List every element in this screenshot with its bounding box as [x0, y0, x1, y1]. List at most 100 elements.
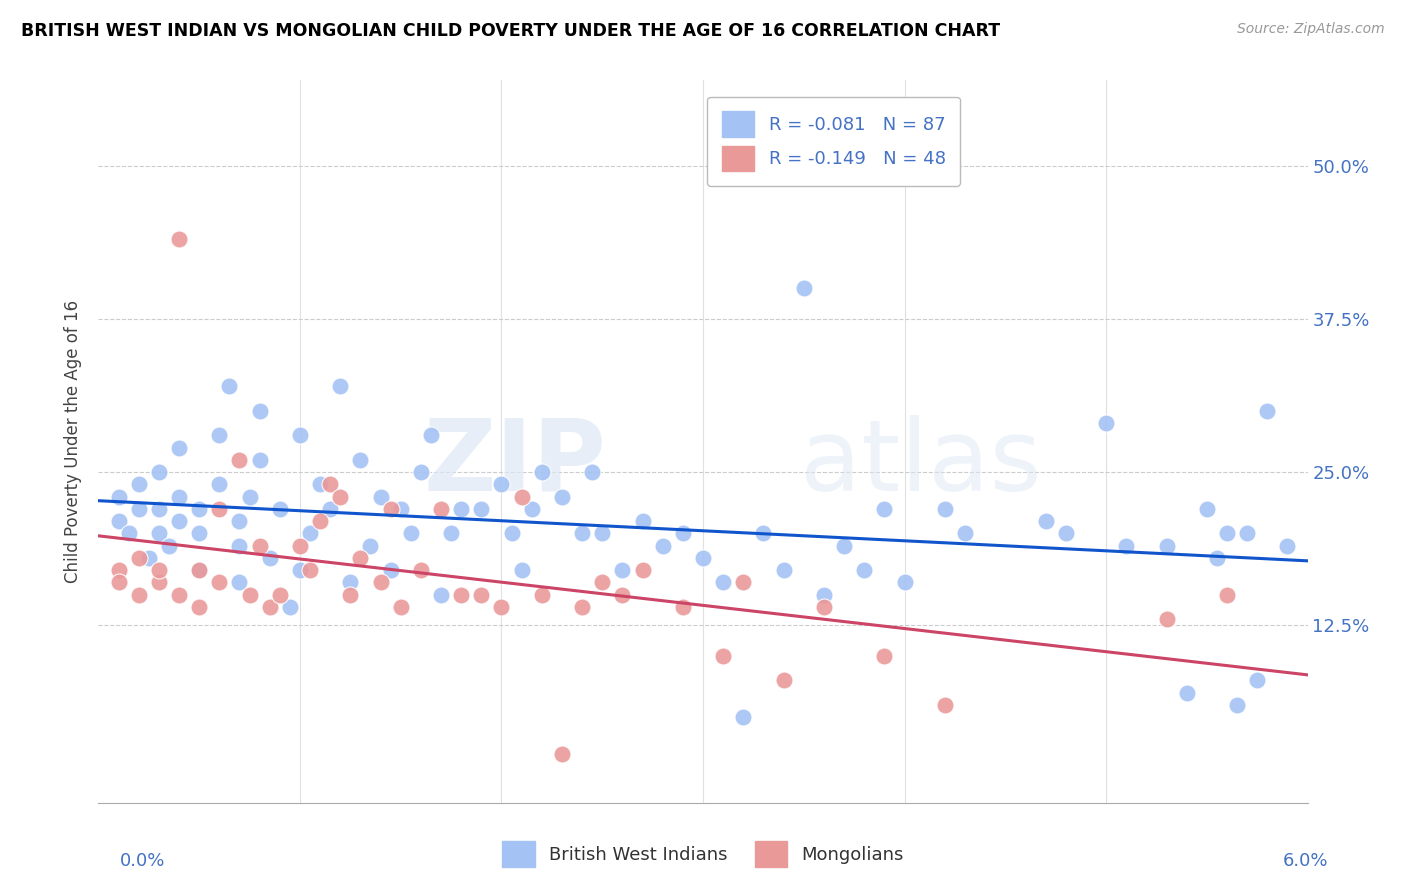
Y-axis label: Child Poverty Under the Age of 16: Child Poverty Under the Age of 16: [63, 300, 82, 583]
Point: [167, 588, 190, 602]
Point: [148, 575, 170, 590]
Point: [1246, 673, 1268, 688]
Point: [430, 502, 453, 516]
Point: [319, 502, 342, 516]
Point: [218, 379, 240, 393]
Point: [107, 514, 129, 528]
Point: [399, 526, 422, 541]
Point: [148, 526, 170, 541]
Point: [288, 563, 311, 577]
Point: [612, 563, 634, 577]
Point: [530, 465, 553, 479]
Point: [631, 514, 654, 528]
Point: [1216, 526, 1239, 541]
Point: [249, 453, 271, 467]
Point: [259, 599, 281, 614]
Point: [349, 550, 371, 565]
Point: [309, 514, 332, 528]
Point: [370, 490, 392, 504]
Point: [138, 550, 160, 565]
Point: [491, 599, 513, 614]
Point: [420, 428, 443, 442]
Text: BRITISH WEST INDIAN VS MONGOLIAN CHILD POVERTY UNDER THE AGE OF 16 CORRELATION C: BRITISH WEST INDIAN VS MONGOLIAN CHILD P…: [21, 22, 1000, 40]
Point: [118, 526, 141, 541]
Point: [278, 599, 301, 614]
Text: Source: ZipAtlas.com: Source: ZipAtlas.com: [1237, 22, 1385, 37]
Point: [389, 502, 412, 516]
Point: [772, 673, 794, 688]
Point: [510, 563, 533, 577]
Point: [128, 550, 150, 565]
Point: [953, 526, 976, 541]
Point: [772, 563, 794, 577]
Point: [530, 588, 553, 602]
Point: [813, 588, 835, 602]
Point: [208, 502, 231, 516]
Point: [228, 514, 250, 528]
Point: [128, 588, 150, 602]
Point: [239, 490, 262, 504]
Point: [551, 747, 574, 761]
Point: [934, 698, 956, 712]
Point: [571, 526, 593, 541]
Point: [711, 648, 734, 663]
Point: [520, 502, 543, 516]
Point: [853, 563, 876, 577]
Point: [148, 502, 170, 516]
Point: [167, 232, 190, 246]
Point: [339, 588, 361, 602]
Point: [380, 563, 402, 577]
Point: [249, 539, 271, 553]
Point: [269, 588, 291, 602]
Point: [1095, 416, 1118, 430]
Point: [339, 575, 361, 590]
Point: [430, 588, 453, 602]
Point: [380, 502, 402, 516]
Point: [167, 490, 190, 504]
Point: [228, 539, 250, 553]
Point: [148, 465, 170, 479]
Point: [1156, 612, 1178, 626]
Point: [733, 710, 755, 724]
Point: [893, 575, 915, 590]
Point: [672, 526, 695, 541]
Point: [319, 477, 342, 491]
Point: [651, 539, 673, 553]
Point: [107, 575, 129, 590]
Point: [501, 526, 523, 541]
Point: [672, 599, 695, 614]
Point: [733, 575, 755, 590]
Text: 0.0%: 0.0%: [120, 852, 165, 870]
Point: [228, 575, 250, 590]
Point: [107, 563, 129, 577]
Point: [349, 453, 371, 467]
Point: [581, 465, 603, 479]
Point: [409, 563, 432, 577]
Point: [1206, 550, 1229, 565]
Point: [167, 441, 190, 455]
Point: [128, 477, 150, 491]
Point: [1216, 588, 1239, 602]
Point: [591, 575, 613, 590]
Point: [148, 563, 170, 577]
Point: [571, 599, 593, 614]
Point: [360, 539, 382, 553]
Point: [299, 526, 322, 541]
Point: [491, 477, 513, 491]
Point: [793, 281, 815, 295]
Point: [409, 465, 432, 479]
Point: [510, 490, 533, 504]
Point: [1035, 514, 1057, 528]
Point: [1175, 685, 1198, 699]
Point: [1256, 404, 1278, 418]
Text: atlas: atlas: [800, 415, 1042, 512]
Point: [329, 490, 352, 504]
Point: [440, 526, 463, 541]
Point: [208, 575, 231, 590]
Point: [591, 526, 613, 541]
Point: [752, 526, 775, 541]
Legend: R = -0.081   N = 87, R = -0.149   N = 48: R = -0.081 N = 87, R = -0.149 N = 48: [707, 96, 960, 186]
Point: [269, 502, 291, 516]
Point: [832, 539, 855, 553]
Point: [107, 490, 129, 504]
